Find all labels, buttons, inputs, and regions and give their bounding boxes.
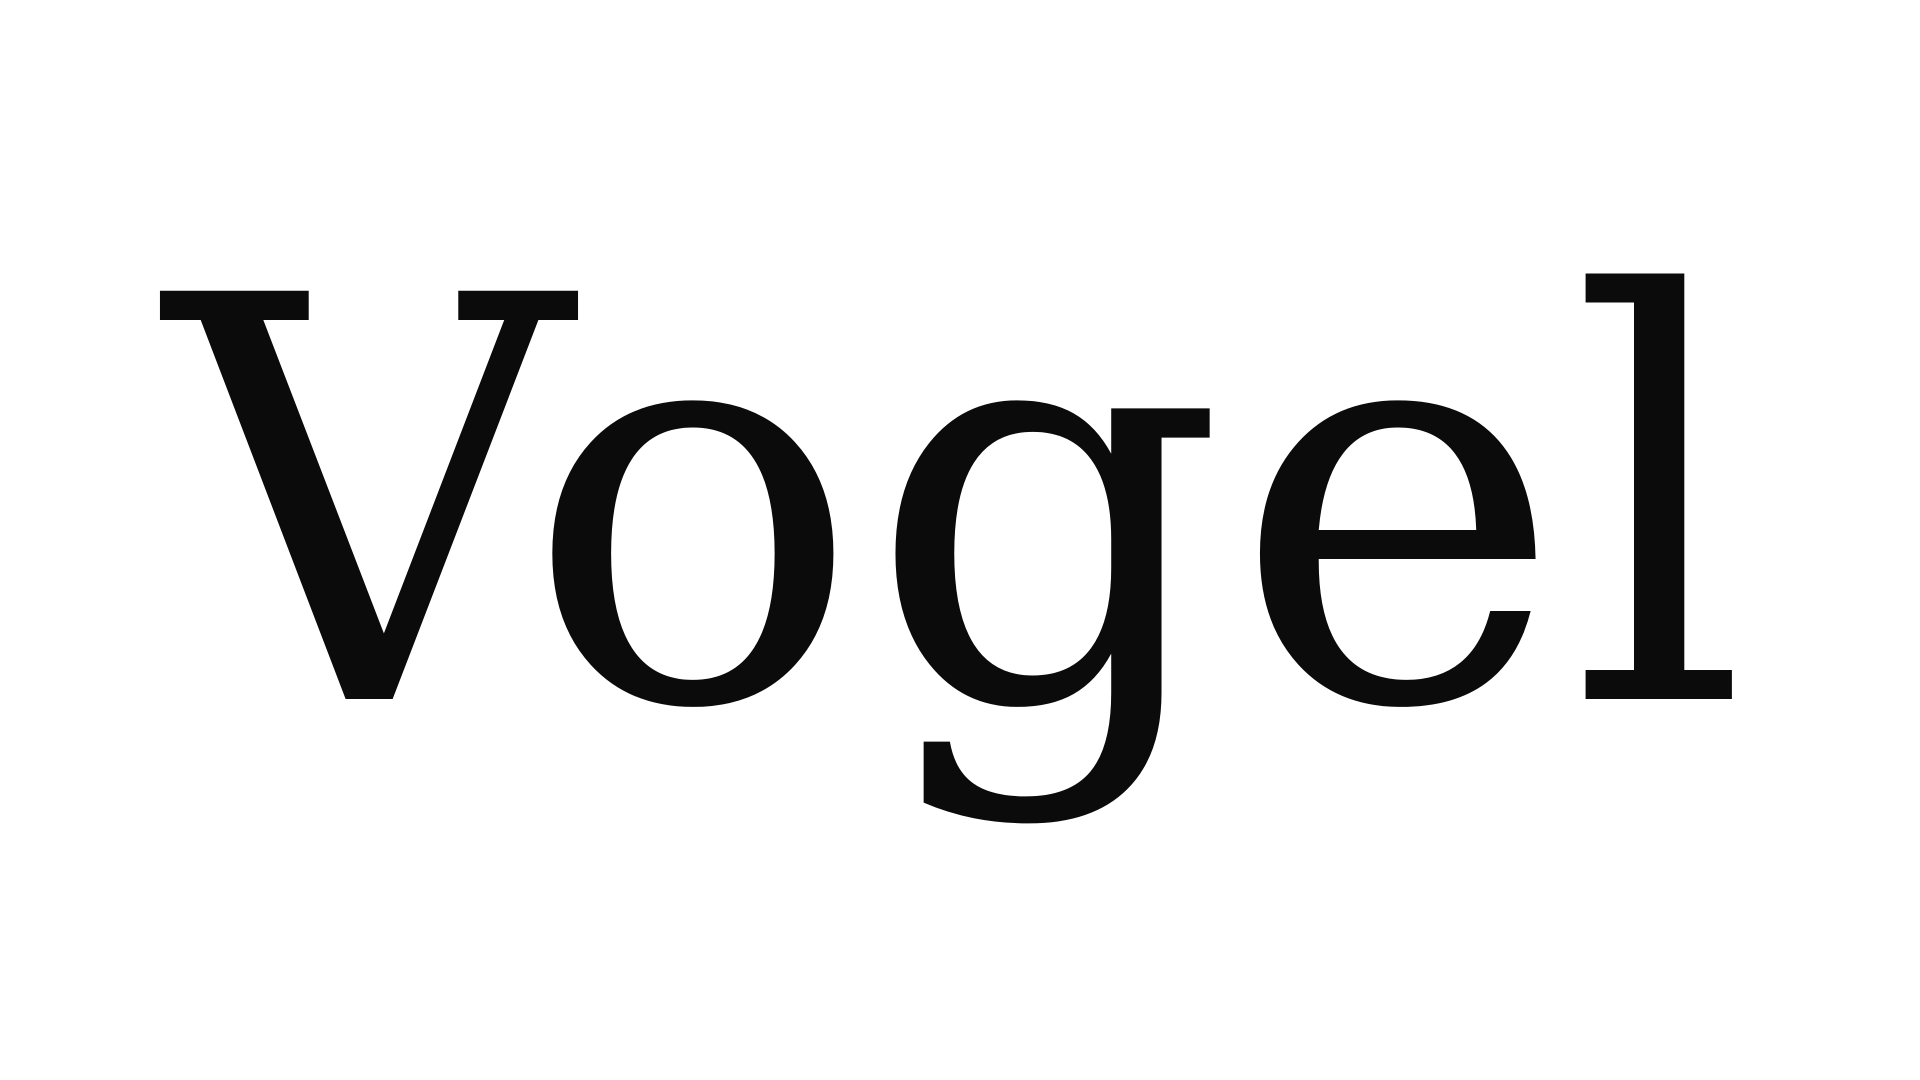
wordmark-text: Vogel <box>165 180 1755 832</box>
